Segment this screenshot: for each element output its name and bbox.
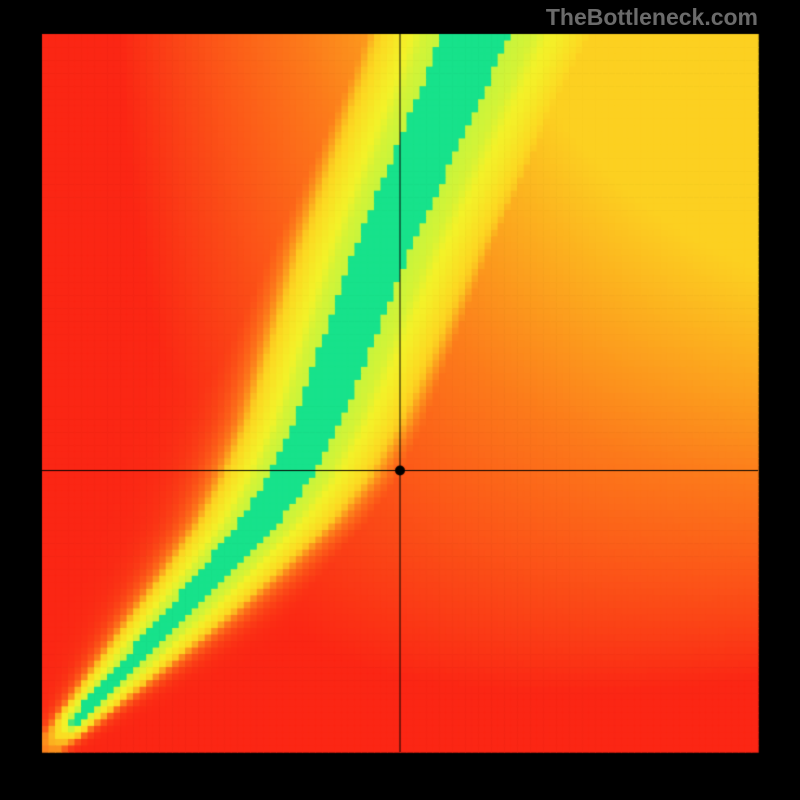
- heatmap-canvas: [0, 0, 800, 800]
- chart-container: { "attribution": "TheBottleneck.com", "c…: [0, 0, 800, 800]
- attribution-text: TheBottleneck.com: [546, 4, 758, 31]
